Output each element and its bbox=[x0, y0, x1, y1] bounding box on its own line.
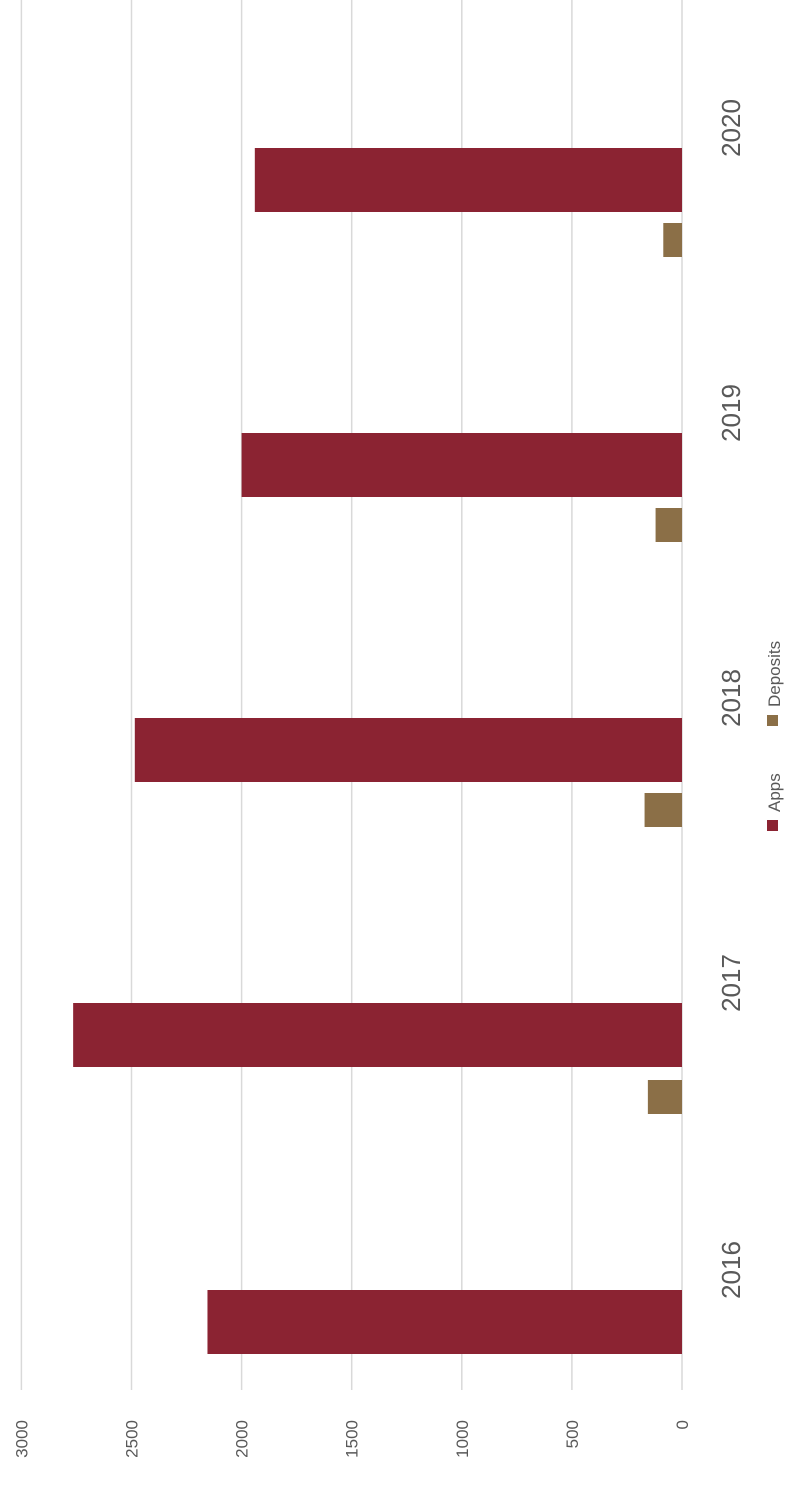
legend-label-deposits: Deposits bbox=[765, 641, 784, 707]
legend-label-apps: Apps bbox=[765, 773, 784, 812]
tick-label: 2500 bbox=[123, 1420, 142, 1458]
bar-apps-2017 bbox=[73, 1003, 683, 1067]
bar-deposits-2016 bbox=[647, 1080, 682, 1114]
legend-swatch-deposits bbox=[767, 715, 778, 726]
category-label-2016: 2016 bbox=[716, 1241, 746, 1299]
category-label-2019: 2019 bbox=[716, 384, 746, 442]
category-label-2020: 2020 bbox=[716, 99, 746, 157]
bar-deposits-2017 bbox=[644, 793, 682, 827]
bar-apps-2019 bbox=[241, 433, 682, 497]
tick-label: 3000 bbox=[12, 1420, 31, 1458]
tick-label: 1500 bbox=[343, 1420, 362, 1458]
bar-deposits-2019 bbox=[663, 223, 682, 257]
bars bbox=[73, 148, 683, 1354]
bar-apps-2016 bbox=[207, 1290, 682, 1354]
tick-label: 1000 bbox=[453, 1420, 472, 1458]
category-labels: 2016 2017 2018 2019 2020 bbox=[716, 99, 746, 1299]
tick-label: 500 bbox=[563, 1420, 582, 1448]
legend-swatch-apps bbox=[767, 820, 778, 831]
tick-label: 0 bbox=[673, 1420, 692, 1429]
bar-apps-2020 bbox=[254, 148, 682, 212]
category-label-2018: 2018 bbox=[716, 669, 746, 727]
bar-deposits-2018 bbox=[655, 508, 682, 542]
gridlines bbox=[20, 0, 683, 1390]
tick-label: 2000 bbox=[233, 1420, 252, 1458]
legend: Apps Deposits bbox=[765, 641, 784, 831]
bar-apps-2018 bbox=[134, 718, 683, 782]
value-axis-ticks: 0 500 1000 1500 2000 2500 3000 bbox=[12, 1420, 692, 1458]
category-label-2017: 2017 bbox=[716, 954, 746, 1012]
